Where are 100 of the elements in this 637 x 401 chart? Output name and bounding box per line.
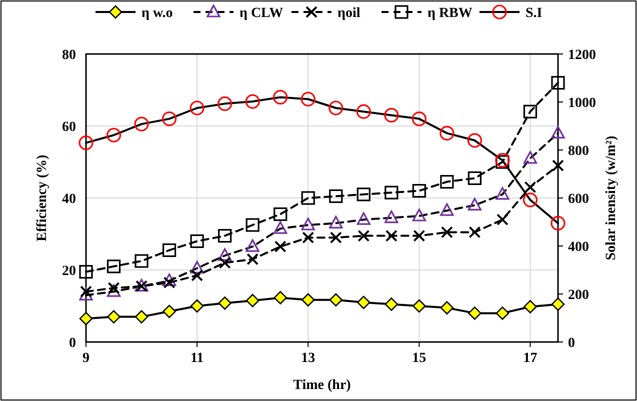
y-axis-title: Efficiency (%) — [35, 154, 50, 242]
point — [468, 198, 482, 210]
point — [162, 243, 176, 257]
point — [78, 136, 94, 150]
point — [551, 298, 565, 311]
point — [134, 116, 149, 132]
y2-tick-label: 0 — [568, 336, 575, 351]
point — [301, 191, 315, 205]
point — [413, 230, 426, 242]
point — [468, 306, 482, 320]
point — [79, 312, 93, 326]
point — [524, 181, 536, 194]
point — [384, 186, 398, 200]
point — [218, 256, 231, 269]
x-tick-label: 11 — [190, 351, 204, 366]
y-tick-label: 20 — [62, 264, 76, 279]
point — [356, 188, 370, 202]
point — [550, 216, 566, 230]
point — [384, 298, 398, 311]
point — [274, 291, 288, 304]
point — [412, 208, 426, 222]
point — [246, 253, 259, 266]
point — [273, 90, 288, 104]
point — [162, 112, 177, 126]
point — [163, 276, 176, 289]
point — [274, 240, 286, 253]
point — [274, 207, 288, 221]
point — [301, 293, 315, 307]
point — [329, 189, 343, 203]
legend-label: S.I — [526, 6, 542, 21]
y2-tick-label: 800 — [568, 144, 589, 159]
point — [108, 282, 120, 294]
point — [218, 229, 232, 243]
point — [190, 100, 204, 116]
point — [467, 133, 482, 148]
point — [468, 226, 481, 238]
legend-label: η RBW — [428, 6, 472, 21]
point — [245, 94, 260, 109]
y2-tick-label: 1200 — [568, 48, 596, 63]
point — [440, 175, 454, 189]
point — [496, 187, 510, 200]
x-tick-label: 9 — [82, 351, 90, 366]
point — [329, 216, 343, 228]
point — [412, 112, 426, 126]
point — [300, 92, 316, 106]
point — [302, 232, 314, 244]
point — [190, 260, 204, 274]
y-tick-label: 80 — [62, 48, 76, 63]
point — [79, 288, 93, 300]
legend-label: η w.o — [142, 6, 173, 21]
point — [440, 126, 454, 140]
point — [162, 304, 176, 318]
point — [358, 230, 370, 242]
point — [356, 104, 371, 119]
y2-tick-label: 600 — [568, 192, 589, 207]
point — [106, 128, 122, 142]
point — [551, 126, 565, 138]
point — [524, 300, 537, 314]
point — [190, 299, 204, 313]
point — [412, 299, 426, 313]
point — [356, 296, 370, 310]
point — [412, 184, 426, 198]
x-axis-title: Time (hr) — [293, 378, 352, 393]
point — [440, 226, 453, 238]
point — [79, 265, 93, 279]
point — [134, 310, 148, 324]
point — [551, 76, 565, 90]
point — [301, 218, 315, 230]
point — [162, 274, 176, 286]
point — [385, 230, 398, 242]
point — [218, 248, 232, 261]
point — [356, 212, 370, 225]
point — [384, 210, 398, 224]
legend-label: ηoil — [338, 6, 360, 21]
point — [330, 232, 342, 244]
x-tick-label: 17 — [523, 351, 538, 366]
point — [274, 221, 288, 234]
point — [440, 203, 454, 216]
point — [496, 306, 510, 320]
point — [218, 296, 232, 310]
y-tick-label: 60 — [62, 120, 76, 135]
y-tick-label: 0 — [69, 336, 76, 351]
y2-tick-label: 400 — [568, 240, 589, 255]
x-tick-label: 13 — [301, 351, 316, 366]
point — [218, 96, 232, 111]
point — [523, 151, 538, 164]
point — [190, 234, 204, 248]
point — [191, 269, 204, 282]
point — [106, 260, 121, 274]
point — [80, 286, 92, 298]
y-tick-label: 40 — [62, 192, 76, 207]
point — [496, 214, 508, 226]
point — [552, 160, 564, 172]
y2-tick-label: 1000 — [568, 96, 596, 111]
point — [134, 254, 148, 268]
point — [440, 301, 454, 314]
y2-axis-title: Solar inensity (w/m²) — [604, 135, 619, 260]
point — [384, 108, 399, 122]
x-tick-label: 15 — [412, 351, 426, 366]
point — [468, 171, 482, 185]
